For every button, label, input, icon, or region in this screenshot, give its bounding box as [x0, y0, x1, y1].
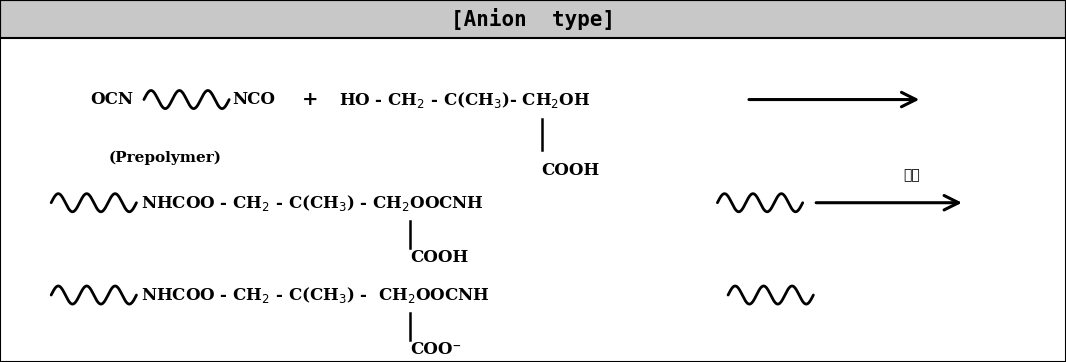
Text: COOH: COOH: [542, 162, 600, 178]
Text: [Anion  type]: [Anion type]: [451, 8, 615, 30]
Text: NHCOO - CH$_2$ - C(CH$_3$) - CH$_2$OOCNH: NHCOO - CH$_2$ - C(CH$_3$) - CH$_2$OOCNH: [141, 193, 484, 213]
Text: NHCOO - CH$_2$ - C(CH$_3$) -  CH$_2$OOCNH: NHCOO - CH$_2$ - C(CH$_3$) - CH$_2$OOCNH: [141, 285, 489, 305]
Text: (Prepolymer): (Prepolymer): [109, 150, 222, 165]
FancyBboxPatch shape: [0, 0, 1066, 38]
Text: HO - CH$_2$ - C(CH$_3$)- CH$_2$OH: HO - CH$_2$ - C(CH$_3$)- CH$_2$OH: [339, 89, 591, 110]
Text: +: +: [302, 90, 318, 109]
Text: COO⁻: COO⁻: [410, 341, 462, 358]
Text: NCO: NCO: [232, 91, 275, 108]
Text: COOH: COOH: [410, 249, 469, 265]
Text: OCN: OCN: [91, 91, 133, 108]
Text: 중화: 중화: [903, 169, 920, 182]
